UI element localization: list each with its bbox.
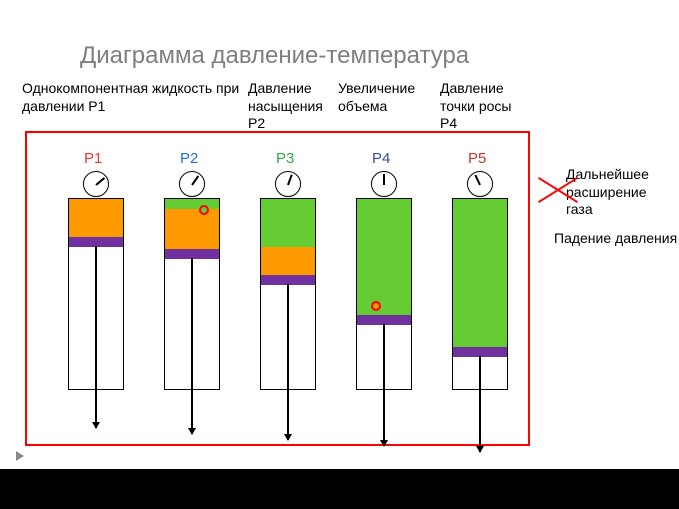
- pressure-gauge-icon: [83, 171, 109, 197]
- label-l4: Давление точки росы Р4: [440, 80, 512, 133]
- piston-arrow-icon: [191, 258, 193, 434]
- piston-arrow-icon: [287, 284, 289, 440]
- fluid-band-green: [165, 199, 219, 209]
- fluid-band-green: [453, 199, 507, 347]
- label-l1: Однокомпонентная жидкость при давлении Р…: [22, 80, 239, 115]
- label-l2: Давление насыщения Р2: [248, 80, 323, 133]
- slide-caret-icon: [16, 451, 24, 461]
- pressure-gauge-icon: [179, 171, 205, 197]
- piston-arrow-icon: [479, 356, 481, 452]
- pressure-gauge-icon: [371, 171, 397, 197]
- piston-arrow-icon: [383, 324, 385, 446]
- cylinder-label-P4: P4: [372, 150, 390, 167]
- page-title: Диаграмма давление-температура: [80, 42, 469, 70]
- pressure-gauge-icon: [467, 171, 493, 197]
- fluid-band-green: [261, 199, 315, 247]
- cylinder-label-P3: P3: [276, 150, 294, 167]
- label-l3: Увеличение объема: [338, 80, 415, 115]
- cylinder-label-P1: P1: [84, 150, 102, 167]
- fluid-band-orange: [69, 199, 123, 237]
- bubble-icon: [199, 205, 209, 215]
- bottom-black-bar: [0, 469, 679, 509]
- cylinder-label-P5: P5: [468, 150, 486, 167]
- fluid-band-orange: [165, 209, 219, 249]
- label-l6: Падение давления: [554, 230, 677, 248]
- piston-arrow-icon: [95, 246, 97, 428]
- cylinder-label-P2: P2: [180, 150, 198, 167]
- label-l5: Дальнейшее расширение газа: [566, 166, 649, 219]
- bubble-icon: [371, 301, 381, 311]
- fluid-band-green: [357, 199, 411, 315]
- fluid-band-orange: [261, 247, 315, 275]
- pressure-gauge-icon: [275, 171, 301, 197]
